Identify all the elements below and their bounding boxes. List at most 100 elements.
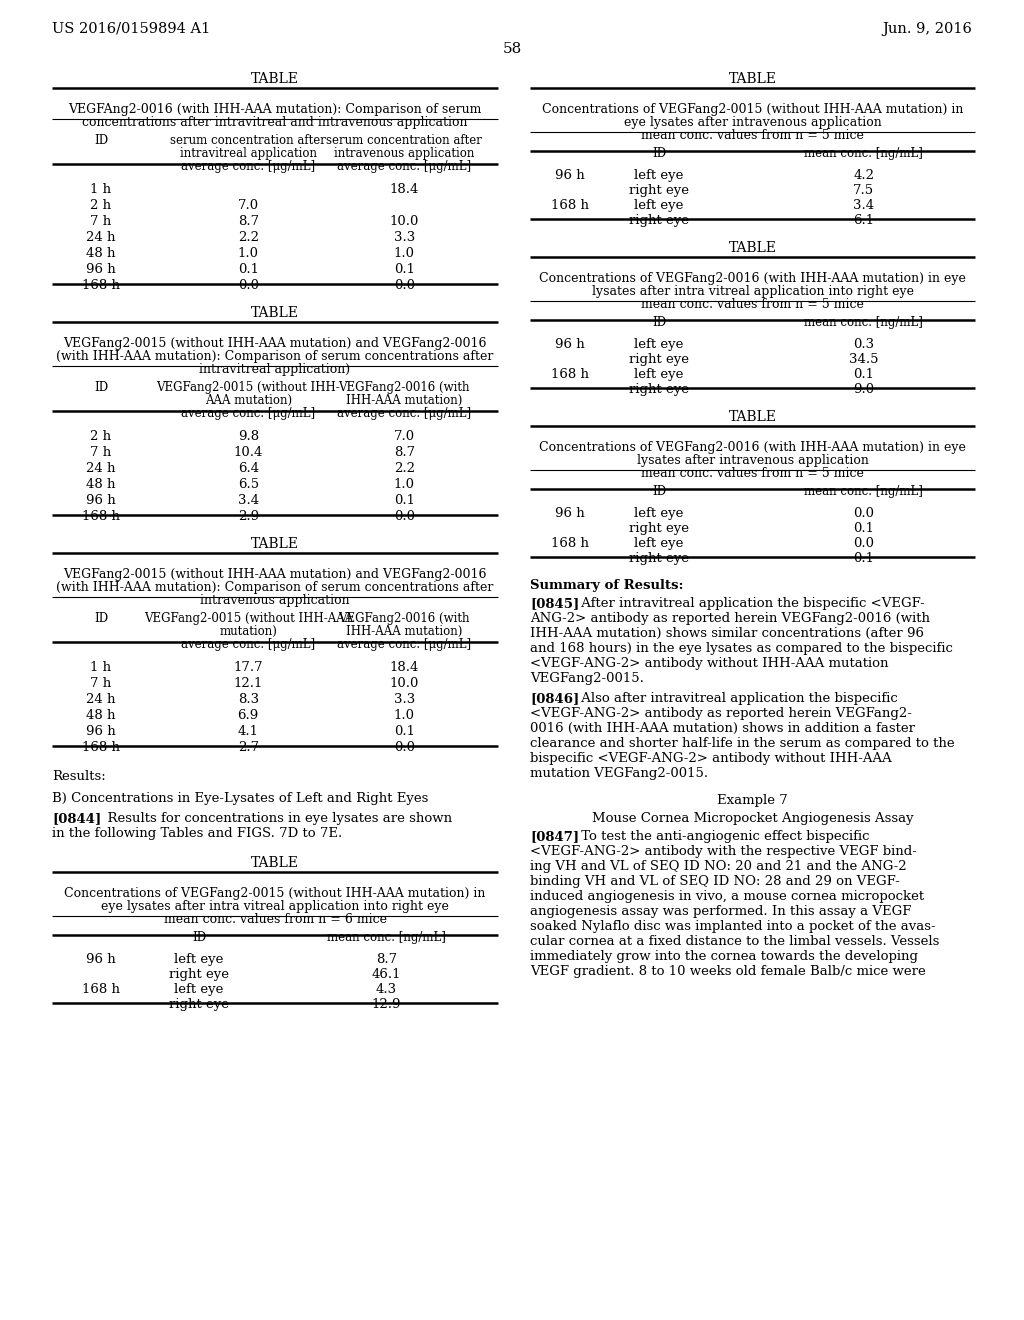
Text: 12.9: 12.9 bbox=[372, 998, 401, 1011]
Text: To test the anti-angiogenic effect bispecific: To test the anti-angiogenic effect bispe… bbox=[577, 830, 869, 843]
Text: TABLE: TABLE bbox=[728, 411, 776, 424]
Text: 168 h: 168 h bbox=[551, 368, 589, 381]
Text: 4.2: 4.2 bbox=[853, 169, 874, 182]
Text: mean conc. [ng/mL]: mean conc. [ng/mL] bbox=[327, 931, 445, 944]
Text: intravitreal application): intravitreal application) bbox=[200, 363, 350, 376]
Text: ID: ID bbox=[94, 381, 109, 393]
Text: 1.0: 1.0 bbox=[394, 247, 415, 260]
Text: 0.0: 0.0 bbox=[394, 279, 415, 292]
Text: 0.1: 0.1 bbox=[238, 263, 259, 276]
Text: 96 h: 96 h bbox=[86, 263, 116, 276]
Text: ID: ID bbox=[652, 484, 667, 498]
Text: 1.0: 1.0 bbox=[394, 709, 415, 722]
Text: 8.7: 8.7 bbox=[238, 215, 259, 228]
Text: 0.1: 0.1 bbox=[394, 494, 415, 507]
Text: VEGFang2-0016 (with: VEGFang2-0016 (with bbox=[339, 381, 470, 393]
Text: and 168 hours) in the eye lysates as compared to the bispecific: and 168 hours) in the eye lysates as com… bbox=[530, 642, 953, 655]
Text: VEGFang2-0015 (without IHH-: VEGFang2-0015 (without IHH- bbox=[157, 381, 340, 393]
Text: average conc. [μg/mL]: average conc. [μg/mL] bbox=[337, 160, 471, 173]
Text: 168 h: 168 h bbox=[82, 741, 120, 754]
Text: 8.3: 8.3 bbox=[238, 693, 259, 706]
Text: TABLE: TABLE bbox=[251, 537, 299, 550]
Text: 2 h: 2 h bbox=[90, 199, 112, 213]
Text: [0845]: [0845] bbox=[530, 597, 580, 610]
Text: mean conc. values from n = 6 mice: mean conc. values from n = 6 mice bbox=[164, 913, 386, 927]
Text: 1 h: 1 h bbox=[90, 183, 112, 195]
Text: cular cornea at a fixed distance to the limbal vessels. Vessels: cular cornea at a fixed distance to the … bbox=[530, 935, 939, 948]
Text: left eye: left eye bbox=[634, 338, 684, 351]
Text: 2.9: 2.9 bbox=[238, 510, 259, 523]
Text: 0.1: 0.1 bbox=[853, 368, 874, 381]
Text: right eye: right eye bbox=[169, 968, 229, 981]
Text: 48 h: 48 h bbox=[86, 709, 116, 722]
Text: 9.0: 9.0 bbox=[853, 383, 874, 396]
Text: 46.1: 46.1 bbox=[372, 968, 401, 981]
Text: VEGFang2-0015 (without IHH-AAA: VEGFang2-0015 (without IHH-AAA bbox=[143, 612, 353, 624]
Text: Results:: Results: bbox=[52, 770, 105, 783]
Text: 0.0: 0.0 bbox=[394, 510, 415, 523]
Text: 0016 (with IHH-AAA mutation) shows in addition a faster: 0016 (with IHH-AAA mutation) shows in ad… bbox=[530, 722, 915, 735]
Text: mean conc. values from n = 5 mice: mean conc. values from n = 5 mice bbox=[641, 298, 864, 312]
Text: average conc. [μg/mL]: average conc. [μg/mL] bbox=[181, 407, 315, 420]
Text: 168 h: 168 h bbox=[82, 983, 120, 997]
Text: Concentrations of VEGFang2-0016 (with IHH-AAA mutation) in eye: Concentrations of VEGFang2-0016 (with IH… bbox=[539, 441, 966, 454]
Text: ANG-2> antibody as reported herein VEGFang2-0016 (with: ANG-2> antibody as reported herein VEGFa… bbox=[530, 612, 930, 624]
Text: average conc. [μg/mL]: average conc. [μg/mL] bbox=[181, 160, 315, 173]
Text: 12.1: 12.1 bbox=[233, 677, 263, 690]
Text: concentrations after intravitreal and intravenous application: concentrations after intravitreal and in… bbox=[82, 116, 468, 129]
Text: average conc. [μg/mL]: average conc. [μg/mL] bbox=[337, 638, 471, 651]
Text: 2.7: 2.7 bbox=[238, 741, 259, 754]
Text: VEGFang2-0015 (without IHH-AAA mutation) and VEGFang2-0016: VEGFang2-0015 (without IHH-AAA mutation)… bbox=[63, 337, 486, 350]
Text: 7.5: 7.5 bbox=[853, 183, 874, 197]
Text: intravenous application: intravenous application bbox=[334, 147, 474, 160]
Text: intravenous application: intravenous application bbox=[200, 594, 350, 607]
Text: 6.9: 6.9 bbox=[238, 709, 259, 722]
Text: 7.0: 7.0 bbox=[238, 199, 259, 213]
Text: TABLE: TABLE bbox=[251, 73, 299, 86]
Text: 0.0: 0.0 bbox=[853, 537, 874, 550]
Text: bispecific <VEGF-ANG-2> antibody without IHH-AAA: bispecific <VEGF-ANG-2> antibody without… bbox=[530, 752, 892, 766]
Text: clearance and shorter half-life in the serum as compared to the: clearance and shorter half-life in the s… bbox=[530, 737, 954, 750]
Text: 3.3: 3.3 bbox=[393, 231, 415, 244]
Text: average conc. [μg/mL]: average conc. [μg/mL] bbox=[337, 407, 471, 420]
Text: 2.2: 2.2 bbox=[394, 462, 415, 475]
Text: 48 h: 48 h bbox=[86, 247, 116, 260]
Text: Results for concentrations in eye lysates are shown: Results for concentrations in eye lysate… bbox=[90, 812, 453, 825]
Text: VEGF gradient. 8 to 10 weeks old female Balb/c mice were: VEGF gradient. 8 to 10 weeks old female … bbox=[530, 965, 926, 978]
Text: IHH-AAA mutation): IHH-AAA mutation) bbox=[346, 624, 463, 638]
Text: 3.3: 3.3 bbox=[393, 693, 415, 706]
Text: [0847]: [0847] bbox=[530, 830, 580, 843]
Text: soaked Nylaflo disc was implanted into a pocket of the avas-: soaked Nylaflo disc was implanted into a… bbox=[530, 920, 936, 933]
Text: ID: ID bbox=[652, 315, 667, 329]
Text: right eye: right eye bbox=[629, 521, 689, 535]
Text: immediately grow into the cornea towards the developing: immediately grow into the cornea towards… bbox=[530, 950, 918, 964]
Text: 1 h: 1 h bbox=[90, 661, 112, 675]
Text: <VEGF-ANG-2> antibody without IHH-AAA mutation: <VEGF-ANG-2> antibody without IHH-AAA mu… bbox=[530, 657, 889, 671]
Text: 8.7: 8.7 bbox=[394, 446, 415, 459]
Text: mean conc. [ng/mL]: mean conc. [ng/mL] bbox=[804, 484, 924, 498]
Text: After intravitreal application the bispecific <VEGF-: After intravitreal application the bispe… bbox=[577, 597, 925, 610]
Text: TABLE: TABLE bbox=[251, 855, 299, 870]
Text: 3.4: 3.4 bbox=[238, 494, 259, 507]
Text: mutation): mutation) bbox=[219, 624, 278, 638]
Text: right eye: right eye bbox=[629, 214, 689, 227]
Text: 6.1: 6.1 bbox=[853, 214, 874, 227]
Text: TABLE: TABLE bbox=[728, 73, 776, 86]
Text: ID: ID bbox=[94, 612, 109, 624]
Text: left eye: left eye bbox=[634, 199, 684, 213]
Text: VEGFAng2-0016 (with IHH-AAA mutation): Comparison of serum: VEGFAng2-0016 (with IHH-AAA mutation): C… bbox=[69, 103, 481, 116]
Text: lysates after intra vitreal application into right eye: lysates after intra vitreal application … bbox=[592, 285, 913, 298]
Text: 96 h: 96 h bbox=[555, 338, 585, 351]
Text: 34.5: 34.5 bbox=[849, 352, 879, 366]
Text: 10.0: 10.0 bbox=[390, 677, 419, 690]
Text: right eye: right eye bbox=[629, 552, 689, 565]
Text: Concentrations of VEGFang2-0015 (without IHH-AAA mutation) in: Concentrations of VEGFang2-0015 (without… bbox=[542, 103, 964, 116]
Text: 48 h: 48 h bbox=[86, 478, 116, 491]
Text: IHH-AAA mutation) shows similar concentrations (after 96: IHH-AAA mutation) shows similar concentr… bbox=[530, 627, 924, 640]
Text: 168 h: 168 h bbox=[82, 510, 120, 523]
Text: 24 h: 24 h bbox=[86, 231, 116, 244]
Text: lysates after intravenous application: lysates after intravenous application bbox=[637, 454, 868, 467]
Text: 2 h: 2 h bbox=[90, 430, 112, 444]
Text: induced angiogenesis in vivo, a mouse cornea micropocket: induced angiogenesis in vivo, a mouse co… bbox=[530, 890, 924, 903]
Text: in the following Tables and FIGS. 7D to 7E.: in the following Tables and FIGS. 7D to … bbox=[52, 828, 342, 840]
